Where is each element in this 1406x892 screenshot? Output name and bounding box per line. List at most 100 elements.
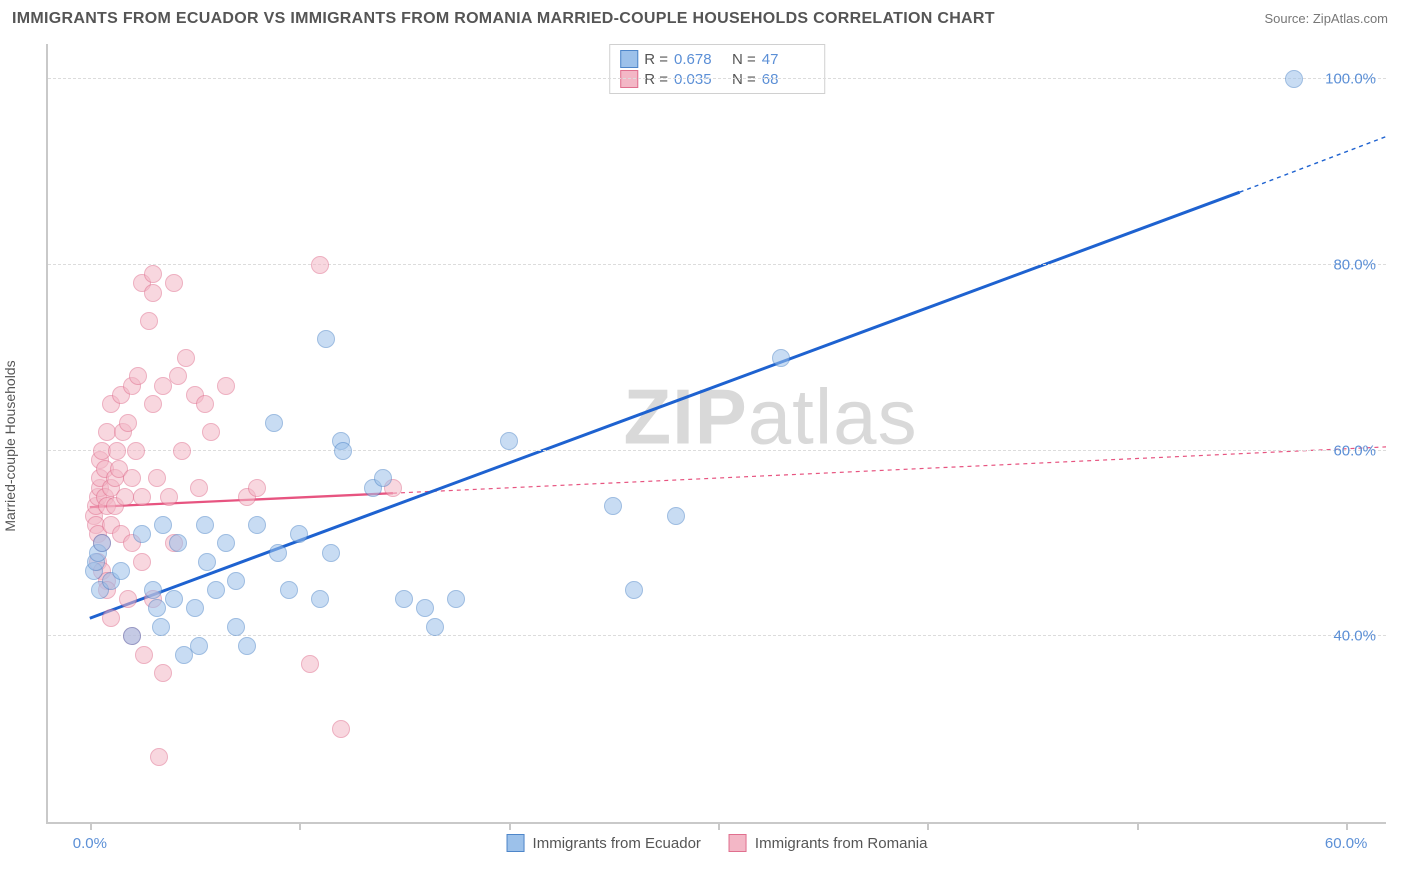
n-value-ecuador: 47 <box>762 51 814 68</box>
data-point-romania <box>98 423 116 441</box>
swatch-ecuador-icon <box>620 50 638 68</box>
legend-item-ecuador: Immigrants from Ecuador <box>507 834 701 852</box>
data-point-ecuador <box>317 330 335 348</box>
swatch-ecuador-icon <box>507 834 525 852</box>
y-tick-label: 60.0% <box>1333 442 1376 459</box>
data-point-ecuador <box>196 516 214 534</box>
data-point-ecuador <box>426 618 444 636</box>
data-point-ecuador <box>667 507 685 525</box>
trend-line <box>393 447 1386 493</box>
legend-correlation: R = 0.678 N = 47 R = 0.035 N = 68 <box>609 44 825 94</box>
data-point-ecuador <box>227 572 245 590</box>
data-point-ecuador <box>217 534 235 552</box>
data-point-romania <box>311 256 329 274</box>
data-point-ecuador <box>395 590 413 608</box>
chart-title: IMMIGRANTS FROM ECUADOR VS IMMIGRANTS FR… <box>12 10 995 28</box>
data-point-ecuador <box>269 544 287 562</box>
x-tick-label: 0.0% <box>73 835 107 852</box>
x-tick-label: 60.0% <box>1325 835 1368 852</box>
trend-lines-svg <box>48 44 1386 822</box>
data-point-romania <box>119 590 137 608</box>
data-point-romania <box>150 748 168 766</box>
data-point-ecuador <box>152 618 170 636</box>
data-point-romania <box>190 479 208 497</box>
plot-area: ZIPatlas R = 0.678 N = 47 R = 0.035 N = … <box>46 44 1386 824</box>
data-point-romania <box>160 488 178 506</box>
trend-line <box>90 192 1240 618</box>
y-tick-label: 100.0% <box>1325 71 1376 88</box>
data-point-ecuador <box>416 599 434 617</box>
data-point-ecuador <box>334 442 352 460</box>
y-tick-label: 80.0% <box>1333 256 1376 273</box>
source-label: Source: ZipAtlas.com <box>1264 11 1388 26</box>
data-point-romania <box>116 488 134 506</box>
r-label: R = <box>644 51 668 68</box>
data-point-ecuador <box>112 562 130 580</box>
data-point-romania <box>140 312 158 330</box>
x-tick <box>299 822 301 830</box>
x-tick <box>1346 822 1348 830</box>
data-point-ecuador <box>198 553 216 571</box>
gridline-h <box>48 264 1386 265</box>
data-point-romania <box>332 720 350 738</box>
data-point-ecuador <box>447 590 465 608</box>
data-point-ecuador <box>144 581 162 599</box>
data-point-ecuador <box>207 581 225 599</box>
data-point-ecuador <box>374 469 392 487</box>
data-point-romania <box>248 479 266 497</box>
data-point-romania <box>165 274 183 292</box>
legend-row-ecuador: R = 0.678 N = 47 <box>620 49 814 69</box>
data-point-ecuador <box>625 581 643 599</box>
data-point-romania <box>133 553 151 571</box>
data-point-ecuador <box>311 590 329 608</box>
data-point-ecuador <box>500 432 518 450</box>
data-point-ecuador <box>772 349 790 367</box>
data-point-ecuador <box>322 544 340 562</box>
gridline-h <box>48 78 1386 79</box>
trend-line <box>1240 137 1386 193</box>
data-point-romania <box>196 395 214 413</box>
data-point-romania <box>202 423 220 441</box>
x-tick <box>718 822 720 830</box>
data-point-ecuador <box>604 497 622 515</box>
data-point-romania <box>144 265 162 283</box>
swatch-romania-icon <box>729 834 747 852</box>
data-point-romania <box>119 414 137 432</box>
data-point-ecuador <box>227 618 245 636</box>
data-point-romania <box>129 367 147 385</box>
data-point-ecuador <box>123 627 141 645</box>
data-point-ecuador <box>154 516 172 534</box>
x-tick <box>927 822 929 830</box>
data-point-ecuador <box>280 581 298 599</box>
legend-item-romania: Immigrants from Romania <box>729 834 928 852</box>
chart-container: IMMIGRANTS FROM ECUADOR VS IMMIGRANTS FR… <box>0 0 1406 892</box>
data-point-romania <box>144 284 162 302</box>
data-point-ecuador <box>165 590 183 608</box>
data-point-ecuador <box>186 599 204 617</box>
data-point-romania <box>102 609 120 627</box>
r-value-ecuador: 0.678 <box>674 51 726 68</box>
legend-label-ecuador: Immigrants from Ecuador <box>533 835 701 852</box>
n-label: N = <box>732 51 756 68</box>
data-point-ecuador <box>238 637 256 655</box>
data-point-ecuador <box>290 525 308 543</box>
data-point-ecuador <box>93 534 111 552</box>
data-point-romania <box>135 646 153 664</box>
data-point-romania <box>173 442 191 460</box>
data-point-romania <box>154 664 172 682</box>
x-tick <box>90 822 92 830</box>
data-point-romania <box>127 442 145 460</box>
legend-label-romania: Immigrants from Romania <box>755 835 928 852</box>
y-axis-title: Married-couple Households <box>2 360 18 531</box>
data-point-romania <box>148 469 166 487</box>
legend-series: Immigrants from Ecuador Immigrants from … <box>507 834 928 852</box>
gridline-h <box>48 450 1386 451</box>
data-point-romania <box>144 395 162 413</box>
data-point-ecuador <box>148 599 166 617</box>
data-point-romania <box>301 655 319 673</box>
data-point-ecuador <box>265 414 283 432</box>
title-bar: IMMIGRANTS FROM ECUADOR VS IMMIGRANTS FR… <box>0 0 1406 34</box>
y-tick-label: 40.0% <box>1333 628 1376 645</box>
data-point-romania <box>123 469 141 487</box>
data-point-ecuador <box>190 637 208 655</box>
